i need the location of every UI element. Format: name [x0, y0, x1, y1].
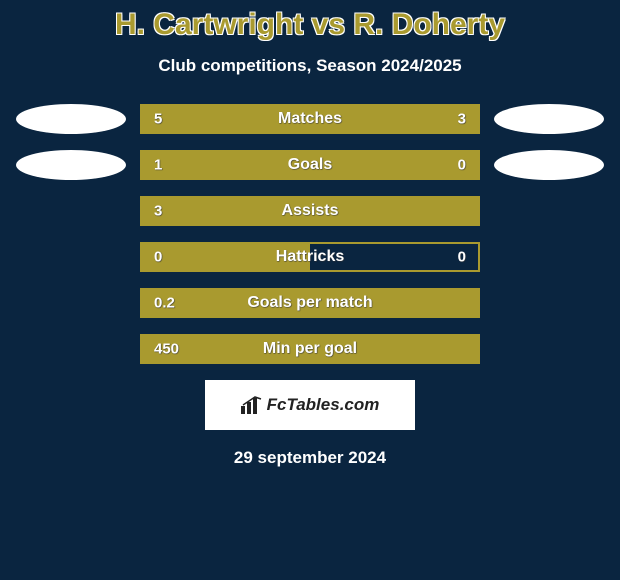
stat-value-left: 5: [154, 111, 162, 128]
stat-bar-track: 3 Assists: [140, 196, 480, 226]
stat-bar-right: [404, 152, 478, 178]
stat-row: 3 Assists: [0, 196, 620, 226]
chart-icon: [241, 396, 263, 414]
player-left-ellipse: [16, 150, 126, 180]
stat-row: 1 0 Goals: [0, 150, 620, 180]
stat-value-left: 450: [154, 341, 179, 358]
page-title: H. Cartwright vs R. Doherty: [0, 8, 620, 42]
stats-block: 5 3 Matches 1 0 Goals 3 Assists 0 0 Hattricks 0.2 Go…: [0, 104, 620, 364]
stat-bar-track: 1 0 Goals: [140, 150, 480, 180]
player-left-ellipse: [16, 104, 126, 134]
stat-bar-track: 0 0 Hattricks: [140, 242, 480, 272]
stat-bar-left: [142, 152, 404, 178]
stat-row: 5 3 Matches: [0, 104, 620, 134]
stat-value-left: 0.2: [154, 295, 175, 312]
stat-metric-label: Matches: [278, 110, 342, 128]
fctables-logo: FcTables.com: [241, 395, 380, 415]
stat-metric-label: Min per goal: [263, 340, 357, 358]
page-subtitle: Club competitions, Season 2024/2025: [0, 56, 620, 76]
stat-metric-label: Goals per match: [247, 294, 372, 312]
stat-bar-track: 450 Min per goal: [140, 334, 480, 364]
stat-row: 0 0 Hattricks: [0, 242, 620, 272]
stat-value-right: 3: [458, 111, 466, 128]
logo-box: FcTables.com: [205, 380, 415, 430]
stat-metric-label: Hattricks: [276, 248, 344, 266]
stat-metric-label: Goals: [288, 156, 332, 174]
stat-bar-track: 0.2 Goals per match: [140, 288, 480, 318]
stat-row: 450 Min per goal: [0, 334, 620, 364]
stat-row: 0.2 Goals per match: [0, 288, 620, 318]
player-right-ellipse: [494, 150, 604, 180]
date-label: 29 september 2024: [0, 448, 620, 468]
stat-value-right: 0: [458, 157, 466, 174]
logo-text: FcTables.com: [267, 395, 380, 415]
stat-bar-track: 5 3 Matches: [140, 104, 480, 134]
stat-value-right: 0: [458, 249, 466, 266]
stat-value-left: 0: [154, 249, 162, 266]
player-right-ellipse: [494, 104, 604, 134]
stat-metric-label: Assists: [282, 202, 339, 220]
stat-value-left: 3: [154, 203, 162, 220]
stat-value-left: 1: [154, 157, 162, 174]
